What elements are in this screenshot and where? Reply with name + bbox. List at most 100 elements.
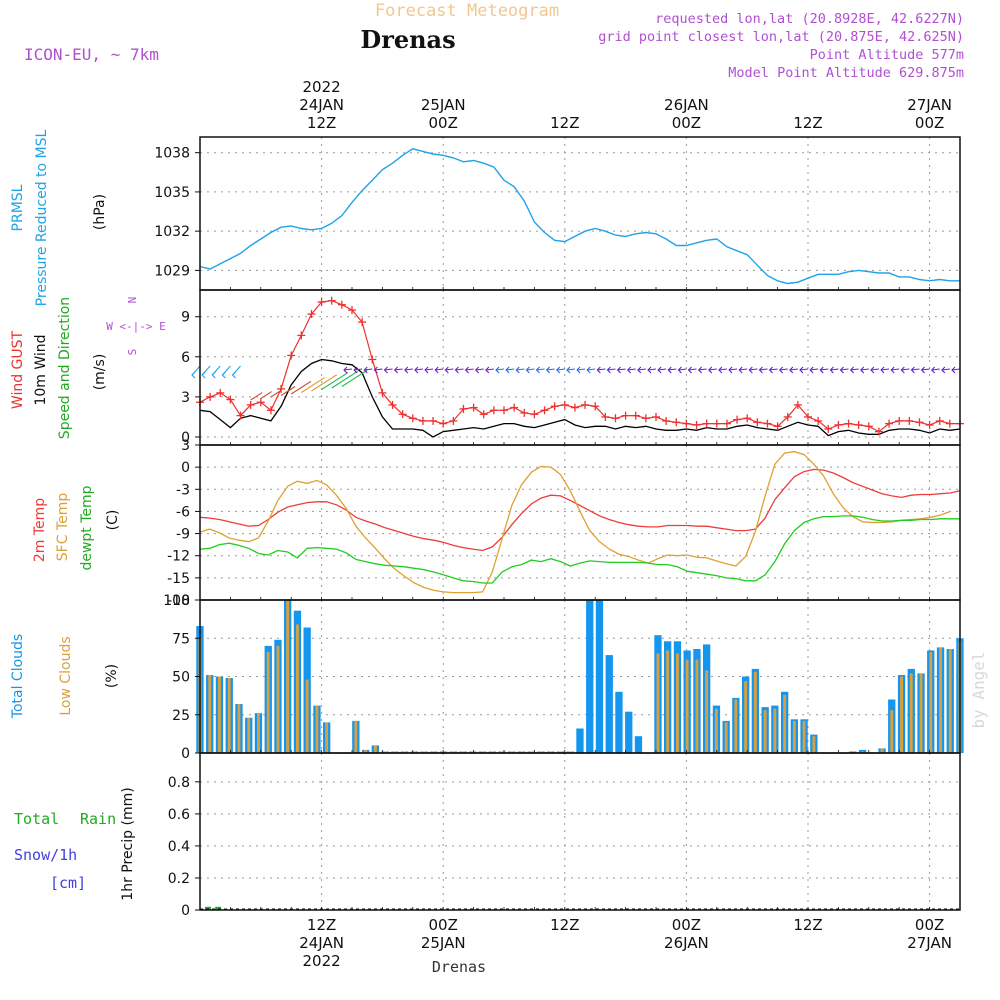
low-clouds-bar [325,722,329,753]
grid-lines [200,137,960,911]
p1-label-pressure: Pressure Reduced to MSL [34,129,50,306]
wind-direction-arrow [516,368,525,371]
compass-n: N [126,297,139,304]
low-clouds-bar [296,624,299,753]
bottom-time-label: 25JAN [421,934,466,952]
p2-label-unit: (m/s) [92,354,108,391]
wind-direction-arrowhead [525,366,530,374]
total-clouds-bar [634,736,643,753]
wind-direction-arrowhead [778,366,784,374]
wind-direction-arrow [951,368,961,371]
wind-direction-arrowhead [556,366,561,374]
low-clouds-bar [753,671,757,753]
wind-direction-arrowhead [343,366,348,374]
low-clouds-bar [695,659,699,753]
wind-direction-arrowhead [647,366,652,374]
ytick-label: 0.6 [168,807,190,823]
bottom-time-label: 12Z [550,916,579,934]
low-clouds-bar [714,708,718,753]
low-clouds-bar [909,673,913,753]
wind-direction-arrowhead [951,366,956,374]
wind-direction-arrow [331,370,359,389]
wind-direction-arrow [850,368,859,371]
total-clouds-bar [858,749,867,753]
wind-direction-arrow [506,368,515,371]
total-clouds-bar [615,691,623,753]
compass-s: S [126,349,139,356]
wind-direction-arrow [566,368,576,371]
wind-direction-arrowhead [211,371,216,379]
low-clouds-bar [286,600,290,753]
wind-direction-arrowhead [819,366,824,374]
low-clouds-bar [705,670,709,753]
wind-direction-arrow [384,368,393,371]
p5-label-rain: Rain [80,810,116,828]
total-clouds-bar [595,600,604,753]
ytick-label: 1038 [154,146,190,162]
wind-direction-arrow [901,368,910,371]
p5-label-unit: 1hr Precip (mm) [120,787,136,900]
low-clouds-bar [266,652,270,753]
wind-gust-line [199,300,960,433]
low-clouds-bar [218,676,221,753]
wind-direction-arrow [270,390,282,398]
wind-direction-arrowhead [231,371,236,379]
low-clouds-bar [763,710,767,753]
wind-direction-arrowhead [697,366,703,374]
wind-direction-arrowhead [799,366,804,374]
ytick-label: 0 [181,903,190,919]
wind-direction-arrowhead [880,366,885,374]
wind-direction-arrow [455,368,464,371]
ytick-label: 3 [181,438,190,454]
wind-direction-arrowhead [373,366,378,374]
low-clouds-bar [900,676,903,753]
wind-direction-arrow [779,368,788,371]
wind-direction-arrowhead [910,366,915,374]
bottom-time-label: 00Z [915,916,944,934]
p5-label-snow: Snow/1h [14,846,77,864]
requested-coords: requested lon,lat (20.8928E, 42.6227N) [655,11,964,27]
temp-dewpoint-line [199,515,960,584]
wind-direction-arrowhead [545,366,551,374]
panel-frame [199,752,961,911]
wind-direction-arrow [546,368,555,371]
wind-direction-arrow [728,368,738,371]
wind-direction-arrow [637,368,646,371]
low-clouds-bar [305,679,309,753]
bottom-time-label: 12Z [307,916,336,934]
top-time-label: 00Z [429,114,458,132]
low-clouds-bar [276,645,280,753]
wind-direction-arrow [668,368,677,371]
ytick-label: -9 [176,527,190,543]
wind-direction-arrow [465,368,474,371]
low-clouds-bar [676,653,679,753]
wind-direction-arrow [820,368,829,371]
wind-direction-arrowhead [860,366,865,374]
bottom-time-label: 27JAN [907,934,952,952]
wind-direction-arrowhead [363,366,368,374]
total-clouds-bar [605,655,613,753]
ytick-label: 100 [163,593,190,609]
wind-direction-arrow [921,368,930,371]
low-clouds-bar [783,694,787,753]
wind-direction-arrow [404,368,413,371]
wind-direction-arrowhead [454,366,459,374]
p1-label-prmsl: PRMSL [10,184,26,231]
wind-direction-arrow [587,368,596,371]
wind-direction-arrowhead [677,366,682,374]
wind-direction-arrow [526,368,535,371]
wind-direction-arrow [536,368,545,371]
wind-direction-arrowhead [606,366,611,374]
wind-direction-arrowhead [657,366,662,374]
wind-direction-arrowhead [900,366,905,374]
bottom-time-label: 26JAN [664,934,709,952]
wind-direction-arrow [321,372,349,390]
total-clouds-bar [625,711,633,753]
low-clouds-bar [208,675,212,753]
wind-direction-arrow [260,391,272,399]
low-clouds-bar [773,708,777,753]
grid-coords: grid point closest lon,lat (20.875E, 42.… [598,29,964,45]
wind-direction-arrow [341,369,368,387]
wind-direction-arrowhead [667,366,672,374]
